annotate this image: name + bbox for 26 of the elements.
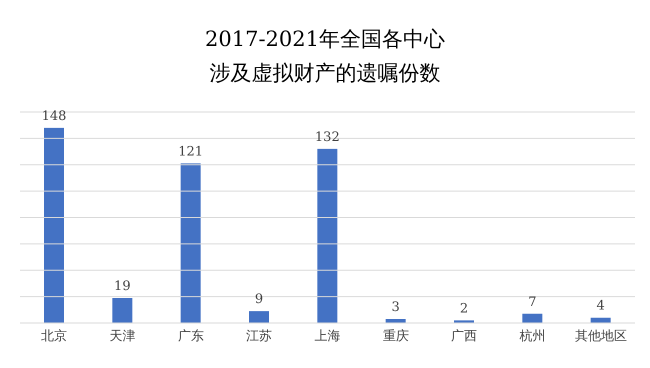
bar (249, 311, 269, 323)
x-tick-label: 杭州 (518, 329, 546, 344)
data-label: 132 (314, 130, 340, 145)
x-tick-label: 上海 (314, 329, 340, 344)
bar (590, 318, 611, 323)
data-label: 121 (178, 144, 204, 160)
data-label: 3 (392, 300, 400, 316)
bar (112, 298, 132, 323)
chart-title: 2017-2021年全国各中心涉及虚拟财产的遗嘱份数 (205, 26, 445, 87)
bar (44, 128, 64, 323)
data-label: 2 (460, 301, 468, 316)
x-tick-label: 江苏 (246, 329, 272, 344)
bar (522, 314, 542, 323)
x-tick-label: 重庆 (382, 329, 409, 344)
x-tick-label: 广东 (178, 329, 204, 344)
x-tick-label: 广西 (451, 329, 478, 344)
data-label: 7 (528, 294, 536, 310)
bar (180, 163, 201, 323)
x-tick-label: 北京 (41, 329, 68, 344)
x-tick-label: 天津 (110, 329, 136, 344)
x-tick-label: 其他地区 (574, 329, 627, 344)
data-label: 148 (42, 108, 66, 124)
data-label: 9 (254, 292, 264, 308)
bar (317, 148, 338, 323)
data-label: 4 (596, 298, 605, 314)
data-label: 19 (114, 278, 131, 294)
